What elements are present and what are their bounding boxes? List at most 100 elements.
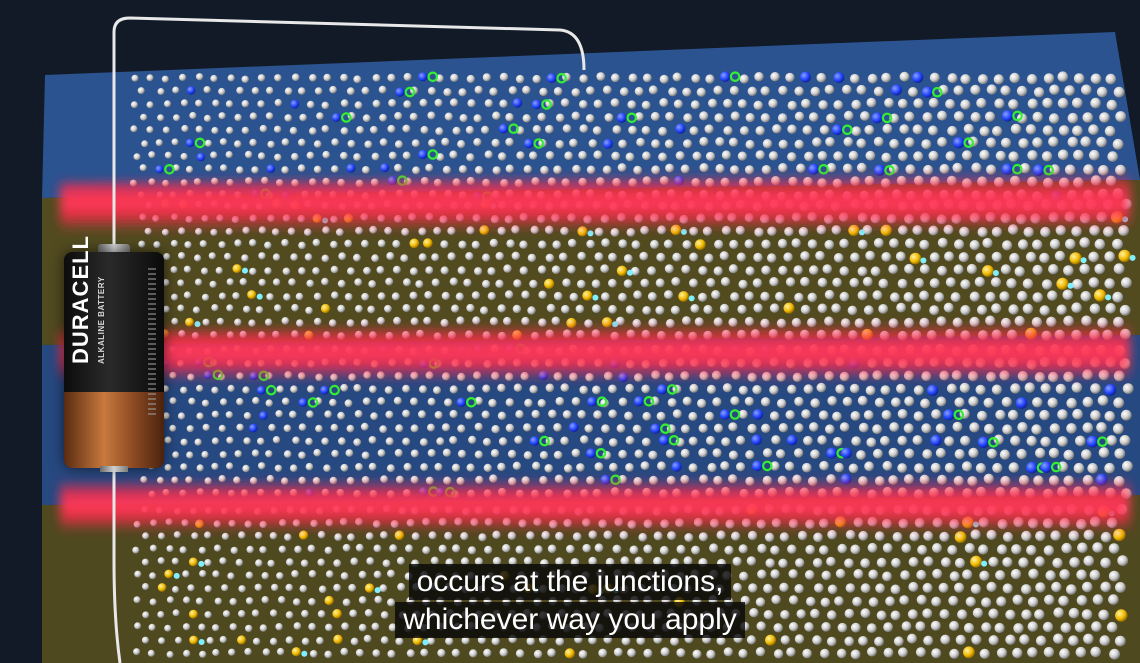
silicon-atom [178, 252, 186, 260]
silicon-atom [584, 319, 593, 328]
silicon-atom [763, 583, 773, 594]
silicon-atom [719, 251, 729, 261]
silicon-atom [856, 138, 867, 149]
silicon-atom [141, 636, 149, 644]
silicon-atom [354, 410, 363, 418]
silicon-atom [641, 100, 651, 110]
silicon-atom [634, 449, 644, 459]
free-electron [164, 164, 175, 175]
silicon-atom [928, 97, 939, 108]
silicon-atom [706, 649, 716, 660]
silicon-atom [769, 277, 779, 287]
silicon-atom [768, 98, 778, 109]
silicon-atom [865, 150, 876, 161]
silicon-atom [795, 558, 805, 568]
silicon-atom [640, 278, 650, 288]
silicon-atom [839, 291, 850, 302]
silicon-atom [753, 303, 763, 313]
silicon-atom [170, 239, 178, 247]
silicon-atom [508, 557, 517, 566]
donor-atom [752, 460, 763, 472]
silicon-atom [157, 611, 165, 618]
silicon-atom [157, 557, 165, 565]
silicon-atom [438, 544, 447, 553]
silicon-atom [708, 98, 718, 108]
silicon-atom [641, 125, 651, 135]
silicon-atom [527, 306, 536, 315]
silicon-atom [961, 150, 973, 161]
silicon-atom [1048, 447, 1060, 459]
silicon-atom [208, 252, 216, 260]
silicon-atom [527, 253, 537, 263]
silicon-atom [1027, 596, 1039, 608]
silicon-atom [947, 73, 958, 84]
silicon-atom [166, 545, 174, 553]
silicon-atom [403, 462, 412, 471]
silicon-atom [921, 423, 932, 434]
silicon-atom [966, 263, 978, 275]
silicon-atom [498, 152, 507, 161]
silicon-atom [602, 165, 612, 175]
silicon-atom [504, 290, 514, 299]
silicon-atom [979, 126, 990, 137]
silicon-atom [340, 383, 349, 392]
silicon-atom [999, 291, 1010, 302]
silicon-atom [732, 556, 742, 567]
donor-atom [586, 448, 596, 459]
silicon-atom [313, 317, 322, 326]
silicon-atom [929, 278, 940, 289]
silicon-atom [492, 166, 501, 175]
donor-atom [930, 434, 942, 447]
donor-atom [546, 73, 557, 84]
silicon-atom [839, 238, 849, 249]
silicon-atom [816, 382, 827, 393]
silicon-atom [1080, 136, 1091, 147]
silicon-atom [505, 164, 514, 173]
silicon-atom [218, 424, 226, 432]
silicon-atom [183, 265, 191, 273]
silicon-atom [484, 545, 493, 555]
silicon-atom [324, 650, 333, 659]
acceptor-atom [232, 264, 242, 274]
silicon-atom [888, 447, 899, 458]
silicon-atom [297, 164, 306, 172]
silicon-atom [1002, 424, 1013, 435]
silicon-atom [579, 124, 589, 133]
silicon-atom [291, 73, 300, 82]
silicon-atom [999, 449, 1011, 460]
silicon-atom [748, 583, 758, 593]
silicon-atom [241, 254, 249, 262]
donor-atom [831, 124, 843, 136]
silicon-atom [992, 126, 1003, 137]
silicon-atom [355, 463, 363, 471]
silicon-atom [172, 451, 180, 459]
silicon-atom [706, 384, 717, 394]
silicon-atom [843, 137, 854, 147]
silicon-atom [245, 624, 253, 633]
silicon-atom [812, 635, 822, 645]
silicon-atom [138, 240, 146, 248]
free-electron [329, 384, 340, 396]
silicon-atom [600, 264, 610, 273]
silicon-atom [904, 111, 915, 122]
silicon-atom [1012, 594, 1023, 605]
silicon-atom [754, 227, 764, 237]
silicon-atom [1098, 447, 1110, 458]
silicon-atom [688, 463, 698, 473]
silicon-atom [147, 649, 155, 657]
silicon-atom [547, 544, 557, 554]
silicon-atom [508, 86, 518, 95]
silicon-atom [444, 398, 453, 407]
silicon-atom [385, 277, 394, 286]
silicon-atom [269, 532, 278, 540]
silicon-atom [642, 73, 652, 83]
silicon-atom [571, 397, 581, 406]
silicon-atom [1000, 264, 1012, 275]
silicon-atom [227, 572, 235, 580]
silicon-atom [545, 151, 555, 160]
silicon-atom [601, 292, 610, 301]
acceptor-atom [601, 317, 613, 328]
silicon-atom [416, 304, 425, 313]
silicon-atom [1119, 304, 1131, 316]
silicon-atom [361, 239, 369, 248]
